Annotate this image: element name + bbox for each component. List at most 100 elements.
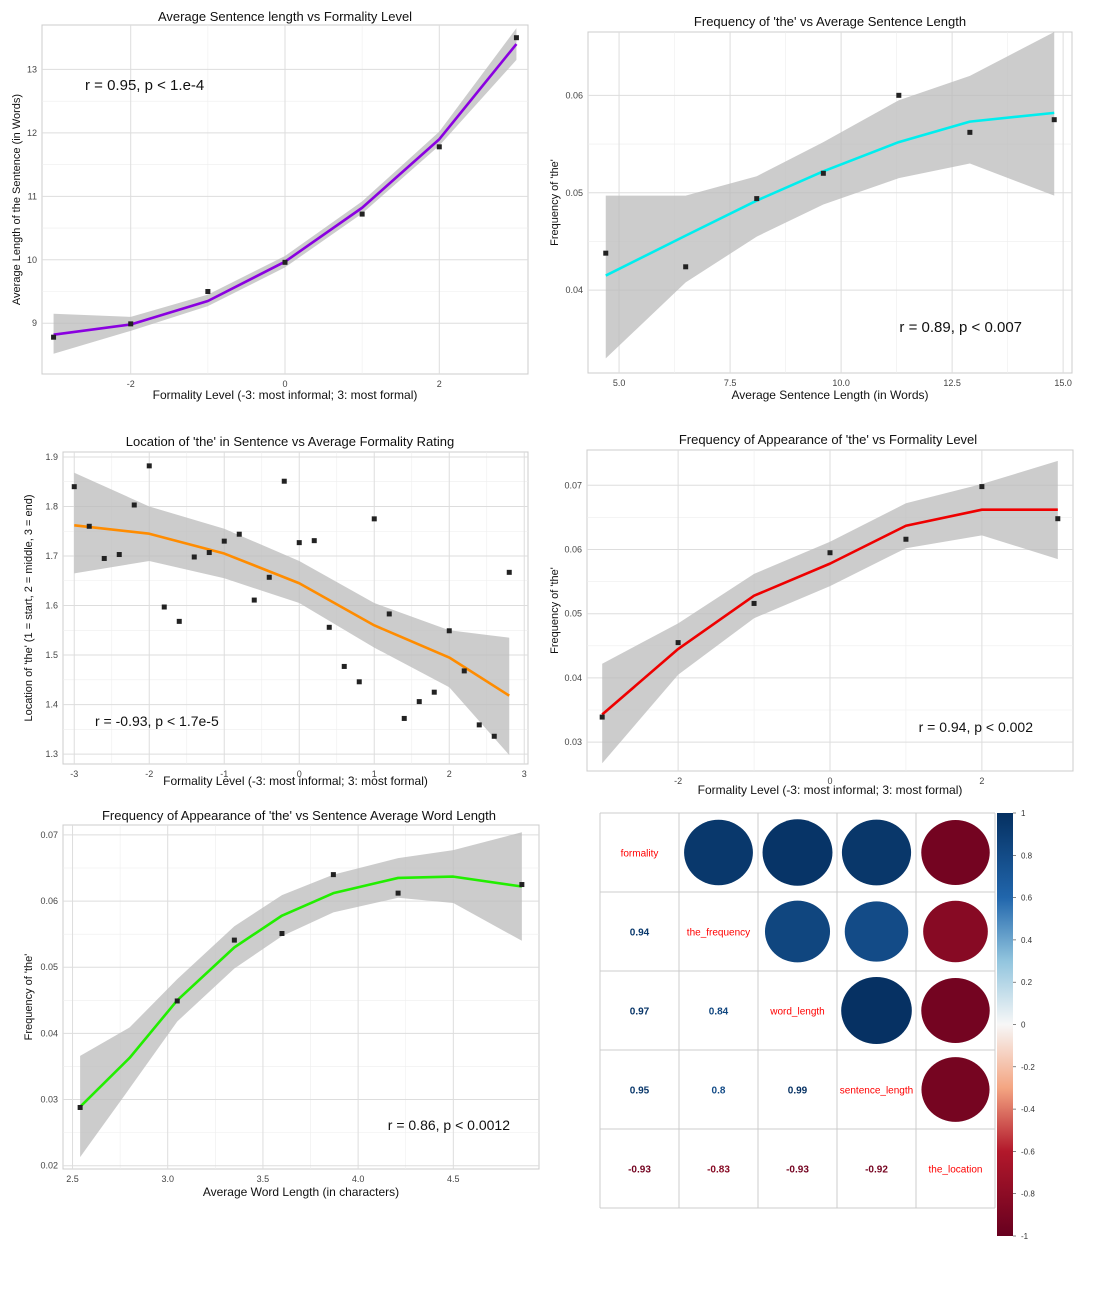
y-tick-label: 0.05 xyxy=(564,609,582,619)
colorbar-tick-label: 0.8 xyxy=(1021,851,1033,860)
x-axis-label: Formality Level (-3: most informal; 3: m… xyxy=(163,774,428,788)
variable-label: formality xyxy=(621,849,659,860)
correlation-circle xyxy=(844,901,909,962)
data-point xyxy=(476,722,482,728)
y-tick-label: 0.03 xyxy=(40,1095,58,1105)
data-point xyxy=(896,92,902,98)
data-point xyxy=(282,259,288,265)
correlation-value: -0.93 xyxy=(786,1165,809,1176)
y-tick-label: 0.07 xyxy=(40,830,58,840)
x-axis-label: Average Word Length (in characters) xyxy=(203,1185,399,1199)
colorbar-tick-label: 0.6 xyxy=(1021,894,1033,903)
x-tick-label: 3.0 xyxy=(161,1174,174,1184)
correlation-circle xyxy=(923,900,988,963)
correlation-circle xyxy=(921,977,990,1044)
y-tick-label: 1.4 xyxy=(45,700,58,710)
y-tick-label: 0.03 xyxy=(564,737,582,747)
correlation-circle xyxy=(764,900,831,963)
correlation-value: -0.83 xyxy=(707,1165,730,1176)
confidence-band xyxy=(80,832,522,1158)
x-tick-label: 2.5 xyxy=(66,1174,79,1184)
x-tick-label: 0 xyxy=(827,776,832,786)
correlation-annotation: r = -0.93, p < 1.7e-5 xyxy=(95,713,219,729)
data-point xyxy=(174,998,180,1004)
x-tick-label: 2 xyxy=(447,769,452,779)
x-tick-label: -2 xyxy=(127,379,135,389)
x-axis-label: Formality Level (-3: most informal; 3: m… xyxy=(153,388,418,402)
data-point xyxy=(979,484,985,490)
y-tick-label: 1.8 xyxy=(45,501,58,511)
x-tick-label: 7.5 xyxy=(724,378,737,388)
colorbar-tick-label: -0.8 xyxy=(1021,1190,1035,1199)
correlation-circle xyxy=(841,819,912,886)
fit-line xyxy=(79,875,523,1108)
data-point xyxy=(221,538,227,544)
data-point xyxy=(86,523,92,529)
correlation-matrix: formality 0.94 the_frequency 0.97 0.84 word_l… xyxy=(599,809,1035,1241)
data-point xyxy=(146,463,152,469)
y-tick-label: 1.5 xyxy=(45,650,58,660)
x-axis-label: Average Sentence Length (in Words) xyxy=(731,388,928,402)
correlation-value: -0.92 xyxy=(865,1165,888,1176)
data-point xyxy=(131,502,137,508)
x-axis-label: Formality Level (-3: most informal; 3: m… xyxy=(698,783,963,797)
data-point xyxy=(205,289,211,295)
data-point xyxy=(296,540,302,546)
data-point xyxy=(599,714,605,720)
data-point xyxy=(330,872,336,878)
data-point xyxy=(675,640,681,646)
chart-title: Location of 'the' in Sentence vs Average… xyxy=(126,434,454,449)
correlation-value: 0.95 xyxy=(630,1086,650,1097)
data-point xyxy=(51,334,57,340)
variable-label: word_length xyxy=(769,1007,824,1018)
data-point xyxy=(1051,117,1057,123)
correlation-annotation: r = 0.86, p < 0.0012 xyxy=(388,1117,510,1133)
y-tick-label: 0.06 xyxy=(40,896,58,906)
confidence-band xyxy=(602,460,1058,764)
correlation-value: 0.84 xyxy=(709,1007,729,1018)
y-tick-label: 1.7 xyxy=(45,551,58,561)
x-tick-label: -2 xyxy=(145,769,153,779)
colorbar-tick-label: 0.4 xyxy=(1021,936,1033,945)
y-axis-label: Frequency of 'the' xyxy=(549,159,561,246)
confidence-band xyxy=(605,32,1055,359)
chart-4: -2 0 2 0.03 0.04 0.05 0.06 0.07 Frequency of App… xyxy=(549,432,1074,797)
data-point xyxy=(827,550,833,556)
data-point xyxy=(416,699,422,705)
data-point xyxy=(820,170,826,176)
variable-label: the_frequency xyxy=(687,928,750,939)
y-tick-label: 0.06 xyxy=(564,545,582,555)
correlation-value: 0.97 xyxy=(630,1007,650,1018)
data-point xyxy=(231,937,237,943)
correlation-circle xyxy=(921,1057,990,1122)
data-point xyxy=(395,890,401,896)
colorbar xyxy=(997,813,1013,1236)
variable-label: sentence_length xyxy=(840,1086,913,1097)
data-point xyxy=(513,35,519,41)
y-tick-label: 0.04 xyxy=(40,1028,58,1038)
y-tick-label: 0.06 xyxy=(565,90,583,100)
x-tick-label: -2 xyxy=(674,776,682,786)
data-point xyxy=(903,536,909,542)
y-tick-label: 10 xyxy=(27,255,37,265)
colorbar-tick-label: -0.2 xyxy=(1021,1063,1035,1072)
x-tick-label: -1 xyxy=(220,769,228,779)
chart-5: 2.5 3.0 3.5 4.0 4.5 0.02 0.03 0.04 0.05 0.06 0.07 F… xyxy=(23,808,540,1199)
y-axis-label: Frequency of 'the' xyxy=(549,567,561,654)
data-point xyxy=(436,144,442,150)
data-point xyxy=(356,679,362,685)
x-tick-label: 2 xyxy=(979,776,984,786)
y-axis-label: Frequency of 'the' xyxy=(23,954,35,1041)
data-point xyxy=(461,668,467,674)
x-tick-label: 12.5 xyxy=(943,378,961,388)
data-point xyxy=(279,930,285,936)
y-tick-label: 0.04 xyxy=(565,285,583,295)
y-tick-label: 0.07 xyxy=(564,480,582,490)
x-tick-label: -3 xyxy=(70,769,78,779)
data-point xyxy=(386,611,392,617)
data-point xyxy=(967,129,973,135)
colorbar-tick-label: 0 xyxy=(1021,1021,1026,1030)
colorbar-tick-label: -0.6 xyxy=(1021,1147,1035,1156)
correlation-value: 0.99 xyxy=(788,1086,808,1097)
